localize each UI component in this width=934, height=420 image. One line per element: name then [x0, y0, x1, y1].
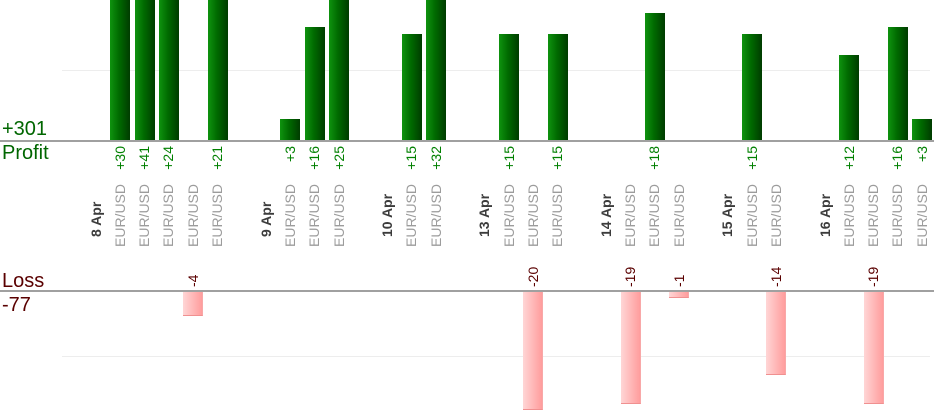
- loss-gridline: [62, 356, 930, 357]
- profit-bar: [644, 13, 665, 140]
- date-label: 15 Apr: [719, 193, 736, 237]
- symbol-label: EUR/USD: [670, 183, 687, 247]
- date-label: 13 Apr: [476, 193, 493, 237]
- symbol-label: EUR/USD: [209, 183, 225, 247]
- profit-value-label: +12: [840, 146, 857, 170]
- symbol-label: EUR/USD: [767, 183, 784, 247]
- profit-value-label: +30: [111, 146, 128, 170]
- profit-bar: [742, 34, 763, 140]
- profit-bar: [280, 119, 301, 140]
- loss-bar: [523, 292, 544, 410]
- symbol-label: EUR/USD: [403, 183, 420, 247]
- loss-axis-line: [0, 290, 934, 292]
- symbol-label: EUR/USD: [743, 183, 760, 247]
- profit-value-label: +41: [136, 146, 153, 170]
- date-label: 8 Apr: [87, 201, 104, 237]
- loss-value-label: -19: [865, 266, 882, 287]
- profit-bar: [158, 0, 179, 140]
- loss-axis-label: Loss: [2, 270, 45, 292]
- profit-value-label: +25: [330, 146, 347, 170]
- symbol-label: EUR/USD: [160, 183, 177, 247]
- loss-bar: [766, 292, 787, 375]
- profit-value-label: +3: [281, 146, 298, 162]
- date-label: 16 Apr: [816, 193, 833, 237]
- symbol-label: EUR/USD: [889, 183, 906, 247]
- symbol-label: EUR/USD: [646, 183, 663, 247]
- profit-value-label: +15: [743, 146, 760, 170]
- profit-value-label: +24: [160, 146, 177, 170]
- profit-gridline: [62, 70, 930, 71]
- loss-bar: [863, 292, 884, 404]
- symbol-label: EUR/USD: [913, 183, 930, 247]
- profit-bar: [304, 27, 325, 140]
- profit-value-label: +3: [913, 146, 930, 162]
- symbol-label: EUR/USD: [330, 183, 347, 247]
- symbol-label: EUR/USD: [136, 183, 153, 247]
- profit-value-label: +16: [889, 146, 906, 170]
- profit-bar: [912, 119, 933, 140]
- profit-value-label: +32: [427, 146, 444, 170]
- symbol-label: EUR/USD: [500, 183, 517, 247]
- symbol-label: EUR/USD: [111, 183, 128, 247]
- loss-value-label: -4: [184, 274, 201, 287]
- profit-bar: [499, 34, 520, 140]
- loss-bar: [620, 292, 641, 404]
- profit-bar: [547, 34, 568, 140]
- profit-value-label: +15: [403, 146, 420, 170]
- profit-value-label: +18: [646, 146, 663, 170]
- loss-total: -77: [2, 294, 31, 316]
- date-label: 14 Apr: [597, 193, 614, 237]
- symbol-label: EUR/USD: [184, 183, 201, 247]
- profit-bar: [401, 34, 422, 140]
- loss-value-label: -1: [670, 274, 687, 287]
- profit-axis-line: [0, 140, 934, 142]
- symbol-label: EUR/USD: [427, 183, 444, 247]
- date-label: 9 Apr: [257, 201, 274, 237]
- symbol-label: EUR/USD: [306, 183, 323, 247]
- profit-value-label: +15: [500, 146, 517, 170]
- profit-value-label: +16: [306, 146, 323, 170]
- symbol-label: EUR/USD: [622, 183, 639, 247]
- profit-value-label: +21: [209, 146, 225, 170]
- symbol-label: EUR/USD: [524, 183, 541, 247]
- loss-bar: [183, 292, 204, 316]
- profit-value-label: +15: [549, 146, 566, 170]
- profit-bar: [134, 0, 155, 140]
- date-label: 10 Apr: [379, 193, 396, 237]
- profit-bar: [426, 0, 447, 140]
- symbol-label: EUR/USD: [281, 183, 298, 247]
- profit-bar: [887, 27, 908, 140]
- loss-value-label: -14: [767, 266, 784, 287]
- loss-value-label: -20: [524, 266, 541, 287]
- profit-bar: [207, 0, 228, 140]
- symbol-label: EUR/USD: [865, 183, 882, 247]
- profit-bar: [839, 55, 860, 140]
- profit-bar: [329, 0, 349, 140]
- loss-bar: [669, 292, 690, 298]
- profit-axis-label: Profit: [2, 142, 49, 164]
- profit-total: +301: [2, 118, 48, 140]
- profit-bar: [110, 0, 131, 140]
- loss-value-label: -19: [622, 266, 639, 287]
- symbol-label: EUR/USD: [840, 183, 857, 247]
- symbol-label: EUR/USD: [549, 183, 566, 247]
